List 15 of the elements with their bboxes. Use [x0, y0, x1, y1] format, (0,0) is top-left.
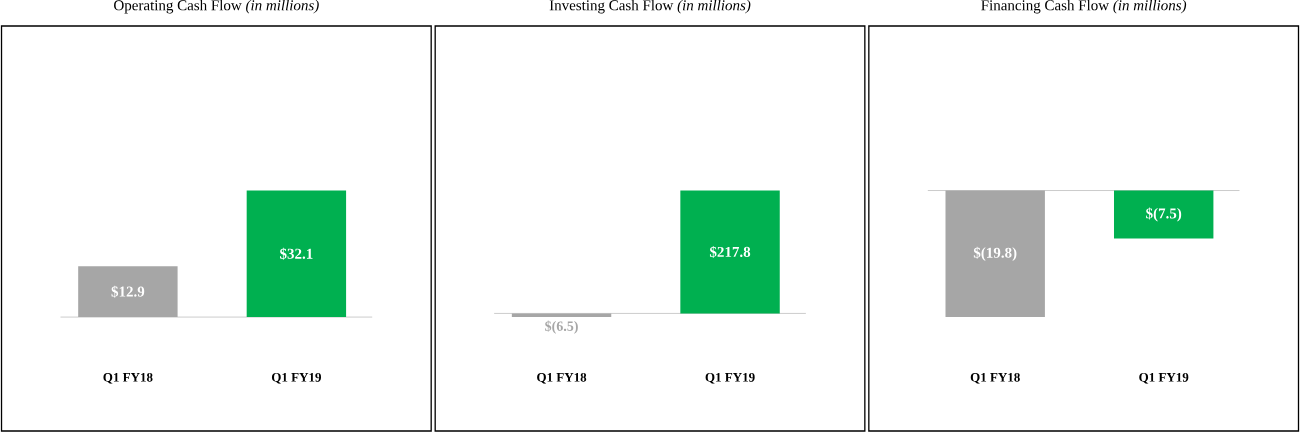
data-label: $(7.5): [1146, 207, 1182, 222]
chart-title: Financing Cash Flow (in millions): [981, 0, 1187, 14]
x-tick-label: Q1 FY18: [970, 372, 1020, 384]
data-label: $(19.8): [973, 246, 1017, 261]
data-label: $32.1: [280, 247, 313, 260]
chart-title: Investing Cash Flow (in millions): [549, 0, 751, 14]
chart-title: Operating Cash Flow (in millions): [114, 0, 319, 14]
data-label: $(6.5): [545, 320, 578, 334]
x-tick-label: Q1 FY18: [537, 372, 587, 384]
x-tick-label: Q1 FY19: [705, 372, 755, 384]
x-tick-label: Q1 FY19: [1139, 372, 1189, 384]
data-label: $12.9: [111, 285, 145, 298]
x-tick-label: Q1 FY19: [271, 372, 322, 384]
data-label: $217.8: [709, 245, 751, 258]
x-tick-label: Q1 FY18: [103, 372, 153, 384]
